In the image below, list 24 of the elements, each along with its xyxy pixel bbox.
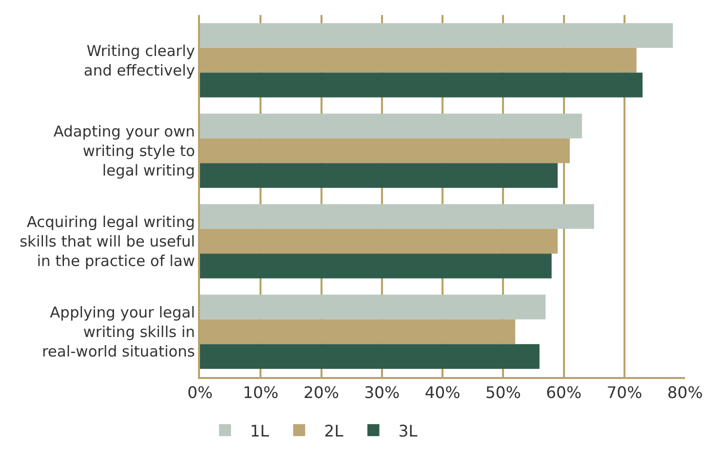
x-tick-label: 0% bbox=[187, 383, 213, 402]
bar bbox=[200, 72, 643, 98]
bar bbox=[200, 163, 558, 188]
y-tick-label: Applying your legal writing skills in real-world situations bbox=[42, 304, 196, 360]
bar bbox=[200, 23, 673, 48]
y-tick-label: Acquiring legal writing skills that will be useful in the practice of law bbox=[20, 213, 195, 270]
y-tick-label: Adapting your own writing style to legal writing bbox=[53, 122, 195, 180]
bar bbox=[200, 204, 594, 229]
bar bbox=[200, 344, 540, 369]
x-tick-label: 10% bbox=[242, 383, 278, 402]
x-tick-label: 60% bbox=[546, 383, 582, 402]
bar bbox=[200, 294, 546, 320]
y-tick-label: Writing clearly and effectively bbox=[84, 42, 196, 80]
x-tick-label: 20% bbox=[303, 383, 340, 402]
x-tick-label: 40% bbox=[424, 383, 460, 402]
x-tick-label: 50% bbox=[485, 383, 521, 402]
legend-label: 2L bbox=[324, 421, 344, 440]
x-tick-label: 80% bbox=[667, 383, 703, 402]
x-tick-label: 30% bbox=[364, 383, 400, 402]
legend-label: 1L bbox=[250, 421, 270, 440]
bar bbox=[200, 114, 582, 138]
bar bbox=[200, 254, 552, 278]
legend-label: 3L bbox=[398, 421, 418, 440]
x-tick-label: 70% bbox=[606, 383, 642, 402]
